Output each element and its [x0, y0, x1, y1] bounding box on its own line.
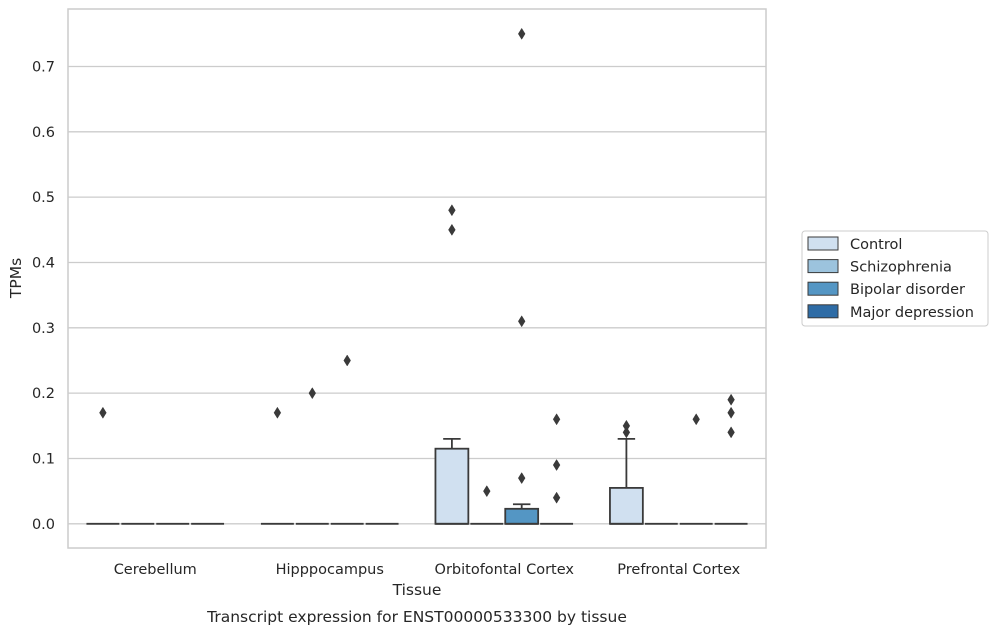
outlier-point [518, 472, 526, 485]
outlier-point [552, 413, 561, 426]
outlier-point [343, 354, 351, 367]
box-group [609, 437, 644, 525]
outlier-point [622, 419, 631, 432]
outlier-point [727, 393, 735, 406]
box-group [434, 437, 470, 525]
x-axis-label: Tissue [392, 581, 442, 599]
outlier-point [273, 406, 282, 419]
outlier-point [727, 406, 735, 419]
y-axis-label: TPMs [7, 258, 25, 299]
legend-label: Bipolar disorder [850, 282, 965, 298]
y-tick-label: 0.3 [32, 321, 55, 337]
x-tick-label: Prefrontal Cortex [617, 562, 740, 578]
outlier-point [448, 223, 456, 236]
y-tick-label: 0.2 [32, 386, 55, 402]
outlier-point [552, 491, 561, 504]
y-tick-labels: 0.0 0.1 0.2 0.3 0.4 0.5 0.6 0.7 [32, 59, 55, 532]
outlier-point [518, 315, 526, 328]
x-tick-label: Hipppocampus [276, 562, 384, 578]
y-tick-label: 0.7 [32, 59, 55, 75]
grid-lines [68, 65, 766, 525]
x-tick-label: Orbitofontal Cortex [435, 562, 575, 578]
box-body [434, 447, 470, 525]
y-tick-label: 0.6 [32, 125, 55, 141]
outlier-point [308, 387, 316, 400]
legend-swatch [807, 236, 839, 251]
outlier-point [483, 485, 491, 498]
plot-area-frame [67, 8, 767, 549]
y-tick-label: 0.1 [32, 451, 55, 467]
outlier-point [448, 204, 456, 217]
y-tick-label: 0.4 [32, 255, 55, 271]
legend: Control Schizophrenia Bipolar disorder Majo… [801, 230, 989, 327]
outlier-points [99, 27, 735, 504]
box-group [504, 503, 540, 525]
outlier-point [99, 406, 107, 419]
outlier-point [552, 459, 561, 472]
legend-swatch [807, 304, 839, 319]
legend-label: Control [850, 237, 902, 253]
outlier-point [727, 426, 735, 439]
box-body [609, 486, 644, 525]
legend-swatch [807, 281, 839, 296]
box-groups [86, 437, 748, 525]
legend-frame [801, 230, 989, 327]
x-tick-label: Cerebellum [114, 562, 197, 578]
box-body [504, 507, 540, 525]
y-tick-label: 0.0 [32, 517, 55, 533]
chart-caption: Transcript expression for ENST0000053330… [206, 608, 627, 626]
y-tick-label: 0.5 [32, 190, 55, 206]
legend-items: Control Schizophrenia Bipolar disorder Majo… [807, 236, 974, 321]
legend-swatch [807, 259, 839, 274]
legend-label: Schizophrenia [850, 260, 952, 276]
legend-label: Major depression [850, 305, 974, 321]
outlier-point [518, 27, 526, 40]
outlier-point [622, 426, 631, 439]
outlier-point [692, 413, 700, 426]
x-tick-labels: Cerebellum Hipppocampus Orbitofontal Corte… [114, 562, 741, 578]
